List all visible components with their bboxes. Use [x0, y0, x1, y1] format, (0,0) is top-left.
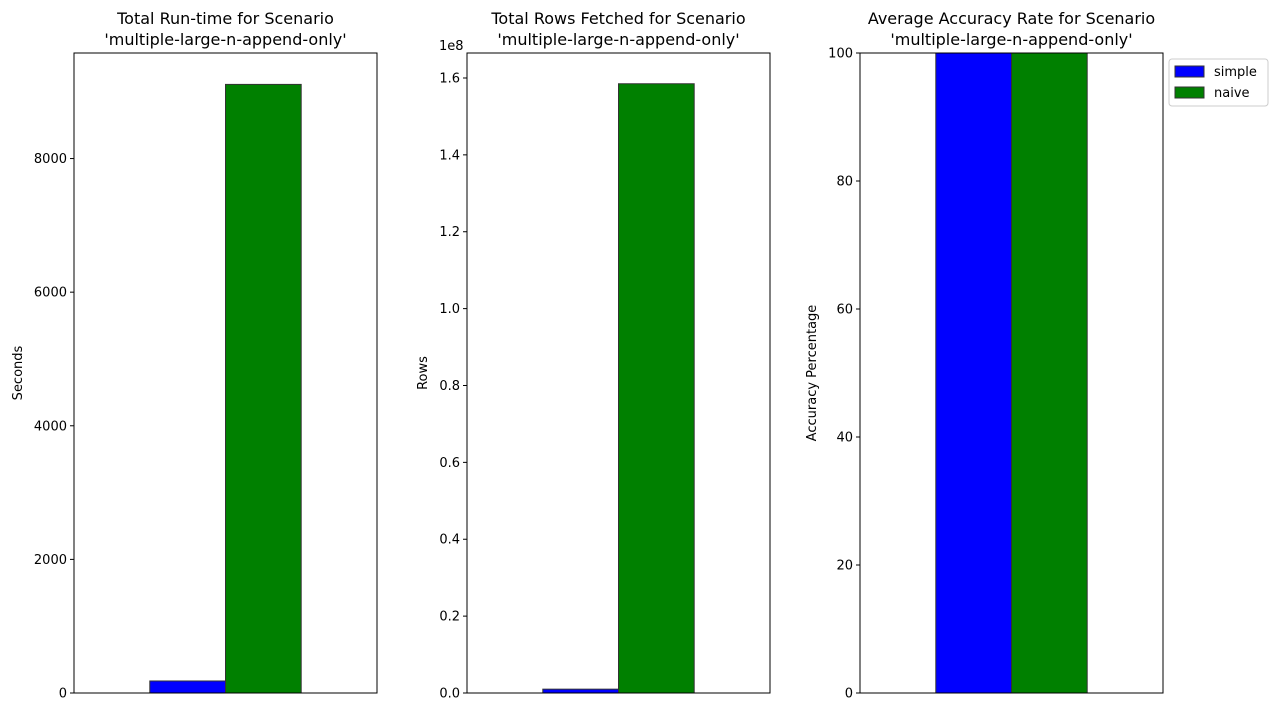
chart-title-line-2: 'multiple-large-n-append-only'	[890, 30, 1132, 49]
bar-simple	[542, 688, 619, 694]
y-tick-label: 20	[836, 559, 853, 574]
y-tick-label: 80	[836, 175, 853, 190]
bar-naive	[225, 83, 302, 694]
y-tick-label: 1.4	[439, 148, 460, 163]
y-tick-label: 0.4	[439, 533, 460, 548]
chart-title-line-1: Average Accuracy Rate for Scenario	[868, 9, 1155, 28]
y-tick-label: 100	[828, 47, 853, 62]
legend-swatch-simple	[1174, 65, 1205, 78]
chart-title-line-1: Total Rows Fetched for Scenario	[490, 9, 745, 28]
y-offset-text: 1e8	[439, 39, 464, 54]
bar-naive	[1011, 52, 1088, 694]
y-tick-label: 1.0	[439, 302, 460, 317]
chart-title-line-2: 'multiple-large-n-append-only'	[104, 30, 346, 49]
axes-frame	[466, 52, 771, 694]
y-tick-label: 0.8	[439, 379, 460, 394]
y-tick-label: 0	[845, 687, 853, 702]
bar-simple	[935, 52, 1012, 694]
y-tick-label: 0.6	[439, 456, 460, 471]
y-axis-label: Accuracy Percentage	[805, 305, 820, 442]
chart-title-line-2: 'multiple-large-n-append-only'	[497, 30, 739, 49]
y-tick-label: 6000	[34, 286, 67, 301]
y-tick-label: 4000	[34, 419, 67, 434]
legend-label-naive: naive	[1214, 86, 1250, 101]
legend: simple naive	[1168, 58, 1269, 107]
chart-panel-2: 0.0 0.2 0.4 0.6 0.8 1.0 1.2 1.4 1.6 1e8 Rows Total …	[416, 9, 771, 702]
bar-naive	[618, 83, 695, 694]
y-tick-label: 0.0	[439, 687, 460, 702]
axes-frame	[859, 52, 1164, 694]
bar-simple	[149, 680, 226, 694]
y-tick-label: 1.2	[439, 225, 460, 240]
legend-label-simple: simple	[1214, 65, 1257, 80]
chart-panel-3: 0 20 40 60 80 100 Accuracy Percentage Average A…	[805, 9, 1164, 702]
chart-title-line-1: Total Run-time for Scenario	[116, 9, 334, 28]
y-tick-label: 0	[59, 687, 67, 702]
axes-frame	[73, 52, 378, 694]
y-tick-label: 1.6	[439, 71, 460, 86]
y-axis-label: Seconds	[11, 345, 26, 400]
y-tick-label: 2000	[34, 553, 67, 568]
y-axis-label: Rows	[416, 356, 431, 390]
y-tick-label: 0.2	[439, 610, 460, 625]
chart-panel-1: 0 2000 4000 6000 8000 Seconds Total Run-time f…	[11, 9, 378, 702]
y-tick-label: 8000	[34, 152, 67, 167]
y-tick-label: 40	[836, 431, 853, 446]
legend-swatch-naive	[1174, 86, 1205, 99]
y-tick-label: 60	[836, 303, 853, 318]
